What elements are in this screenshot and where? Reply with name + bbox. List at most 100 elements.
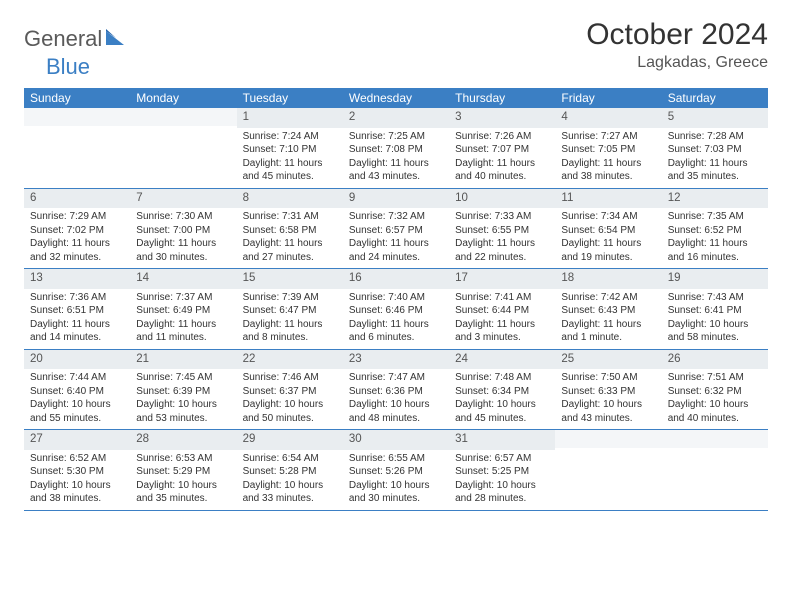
weekday-header: Wednesday xyxy=(343,88,449,108)
day-cell: 12Sunrise: 7:35 AMSunset: 6:52 PMDayligh… xyxy=(662,189,768,269)
day-number: 16 xyxy=(343,269,449,289)
day-line: Sunrise: 7:24 AM xyxy=(243,130,337,144)
day-cell: 18Sunrise: 7:42 AMSunset: 6:43 PMDayligh… xyxy=(555,269,661,349)
day-number: 22 xyxy=(237,350,343,370)
day-number: 3 xyxy=(449,108,555,128)
day-number: 13 xyxy=(24,269,130,289)
title-block: October 2024 Lagkadas, Greece xyxy=(586,18,768,72)
logo-text-general: General xyxy=(24,26,102,52)
day-line: Sunrise: 6:55 AM xyxy=(349,452,443,466)
day-cell: 20Sunrise: 7:44 AMSunset: 6:40 PMDayligh… xyxy=(24,350,130,430)
week-row: 6Sunrise: 7:29 AMSunset: 7:02 PMDaylight… xyxy=(24,189,768,270)
day-line: Sunrise: 6:57 AM xyxy=(455,452,549,466)
day-line: Sunset: 5:29 PM xyxy=(136,465,230,479)
day-cell xyxy=(662,430,768,510)
day-line: Sunset: 6:52 PM xyxy=(668,224,762,238)
day-number: 6 xyxy=(24,189,130,209)
day-line: Daylight: 11 hours and 45 minutes. xyxy=(243,157,337,184)
day-line: Sunrise: 6:54 AM xyxy=(243,452,337,466)
day-line: Sunset: 7:10 PM xyxy=(243,143,337,157)
day-line: Sunset: 6:36 PM xyxy=(349,385,443,399)
day-number: 28 xyxy=(130,430,236,450)
day-line: Daylight: 10 hours and 55 minutes. xyxy=(30,398,124,425)
day-body: Sunrise: 7:51 AMSunset: 6:32 PMDaylight:… xyxy=(662,369,768,429)
day-cell: 31Sunrise: 6:57 AMSunset: 5:25 PMDayligh… xyxy=(449,430,555,510)
day-body: Sunrise: 7:46 AMSunset: 6:37 PMDaylight:… xyxy=(237,369,343,429)
day-line: Sunset: 6:49 PM xyxy=(136,304,230,318)
day-line: Sunset: 7:07 PM xyxy=(455,143,549,157)
day-cell: 3Sunrise: 7:26 AMSunset: 7:07 PMDaylight… xyxy=(449,108,555,188)
day-body: Sunrise: 7:40 AMSunset: 6:46 PMDaylight:… xyxy=(343,289,449,349)
day-line: Sunset: 6:55 PM xyxy=(455,224,549,238)
day-line: Sunset: 7:08 PM xyxy=(349,143,443,157)
day-line: Daylight: 11 hours and 43 minutes. xyxy=(349,157,443,184)
day-line: Sunrise: 7:34 AM xyxy=(561,210,655,224)
day-line: Sunset: 6:44 PM xyxy=(455,304,549,318)
day-cell: 2 Sunrise: 7:25 AMSunset: 7:08 PMDaylight… xyxy=(343,108,449,188)
day-line: Daylight: 11 hours and 6 minutes. xyxy=(349,318,443,345)
day-cell: 28Sunrise: 6:53 AMSunset: 5:29 PMDayligh… xyxy=(130,430,236,510)
calendar-grid: SundayMondayTuesdayWednesdayThursdayFrid… xyxy=(24,88,768,511)
day-cell: 27Sunrise: 6:52 AMSunset: 5:30 PMDayligh… xyxy=(24,430,130,510)
day-cell: 10Sunrise: 7:33 AMSunset: 6:55 PMDayligh… xyxy=(449,189,555,269)
day-number xyxy=(662,430,768,448)
day-cell: 21Sunrise: 7:45 AMSunset: 6:39 PMDayligh… xyxy=(130,350,236,430)
day-line: Sunset: 5:28 PM xyxy=(243,465,337,479)
day-cell: 4Sunrise: 7:27 AMSunset: 7:05 PMDaylight… xyxy=(555,108,661,188)
day-body: Sunrise: 7:27 AMSunset: 7:05 PMDaylight:… xyxy=(555,128,661,188)
weekday-header: Saturday xyxy=(662,88,768,108)
day-body: Sunrise: 7:37 AMSunset: 6:49 PMDaylight:… xyxy=(130,289,236,349)
day-line: Daylight: 10 hours and 38 minutes. xyxy=(30,479,124,506)
day-cell: 5Sunrise: 7:28 AMSunset: 7:03 PMDaylight… xyxy=(662,108,768,188)
day-line: Daylight: 11 hours and 35 minutes. xyxy=(668,157,762,184)
day-body: Sunrise: 7:35 AMSunset: 6:52 PMDaylight:… xyxy=(662,208,768,268)
day-line: Daylight: 10 hours and 40 minutes. xyxy=(668,398,762,425)
day-line: Daylight: 11 hours and 24 minutes. xyxy=(349,237,443,264)
day-line: Sunrise: 7:36 AM xyxy=(30,291,124,305)
day-line: Daylight: 11 hours and 22 minutes. xyxy=(455,237,549,264)
day-number xyxy=(555,430,661,448)
location-label: Lagkadas, Greece xyxy=(586,54,768,72)
weekday-header: Monday xyxy=(130,88,236,108)
day-line: Daylight: 11 hours and 40 minutes. xyxy=(455,157,549,184)
logo: General xyxy=(24,26,130,52)
day-number: 11 xyxy=(555,189,661,209)
day-cell: 13Sunrise: 7:36 AMSunset: 6:51 PMDayligh… xyxy=(24,269,130,349)
day-body: Sunrise: 7:24 AMSunset: 7:10 PMDaylight:… xyxy=(237,128,343,188)
day-body: Sunrise: 7:28 AMSunset: 7:03 PMDaylight:… xyxy=(662,128,768,188)
day-line: Sunset: 5:26 PM xyxy=(349,465,443,479)
day-line: Daylight: 11 hours and 32 minutes. xyxy=(30,237,124,264)
day-cell: 30Sunrise: 6:55 AMSunset: 5:26 PMDayligh… xyxy=(343,430,449,510)
day-cell: 6Sunrise: 7:29 AMSunset: 7:02 PMDaylight… xyxy=(24,189,130,269)
day-line: Sunset: 7:02 PM xyxy=(30,224,124,238)
day-line: Sunrise: 7:27 AM xyxy=(561,130,655,144)
day-line: Sunrise: 7:29 AM xyxy=(30,210,124,224)
weekday-header: Tuesday xyxy=(237,88,343,108)
logo-flag-icon xyxy=(106,29,128,50)
day-cell: 14Sunrise: 7:37 AMSunset: 6:49 PMDayligh… xyxy=(130,269,236,349)
weekday-header: Sunday xyxy=(24,88,130,108)
day-line: Sunset: 6:58 PM xyxy=(243,224,337,238)
day-body: Sunrise: 7:42 AMSunset: 6:43 PMDaylight:… xyxy=(555,289,661,349)
day-number: 2 xyxy=(343,108,449,128)
day-line: Daylight: 11 hours and 1 minute. xyxy=(561,318,655,345)
day-body: Sunrise: 7:26 AMSunset: 7:07 PMDaylight:… xyxy=(449,128,555,188)
calendar-page: General October 2024 Lagkadas, Greece Bl… xyxy=(0,0,792,529)
day-number: 15 xyxy=(237,269,343,289)
day-number: 30 xyxy=(343,430,449,450)
day-line: Sunset: 6:51 PM xyxy=(30,304,124,318)
day-line: Sunrise: 7:25 AM xyxy=(349,130,443,144)
day-line: Sunrise: 7:51 AM xyxy=(668,371,762,385)
day-cell: 17Sunrise: 7:41 AMSunset: 6:44 PMDayligh… xyxy=(449,269,555,349)
day-number: 27 xyxy=(24,430,130,450)
day-line: Daylight: 10 hours and 48 minutes. xyxy=(349,398,443,425)
month-title: October 2024 xyxy=(586,18,768,52)
day-body: Sunrise: 7:39 AMSunset: 6:47 PMDaylight:… xyxy=(237,289,343,349)
day-cell xyxy=(555,430,661,510)
day-line: Daylight: 10 hours and 35 minutes. xyxy=(136,479,230,506)
day-line: Sunrise: 7:32 AM xyxy=(349,210,443,224)
day-number: 24 xyxy=(449,350,555,370)
day-cell: 11Sunrise: 7:34 AMSunset: 6:54 PMDayligh… xyxy=(555,189,661,269)
day-number: 5 xyxy=(662,108,768,128)
day-number: 4 xyxy=(555,108,661,128)
